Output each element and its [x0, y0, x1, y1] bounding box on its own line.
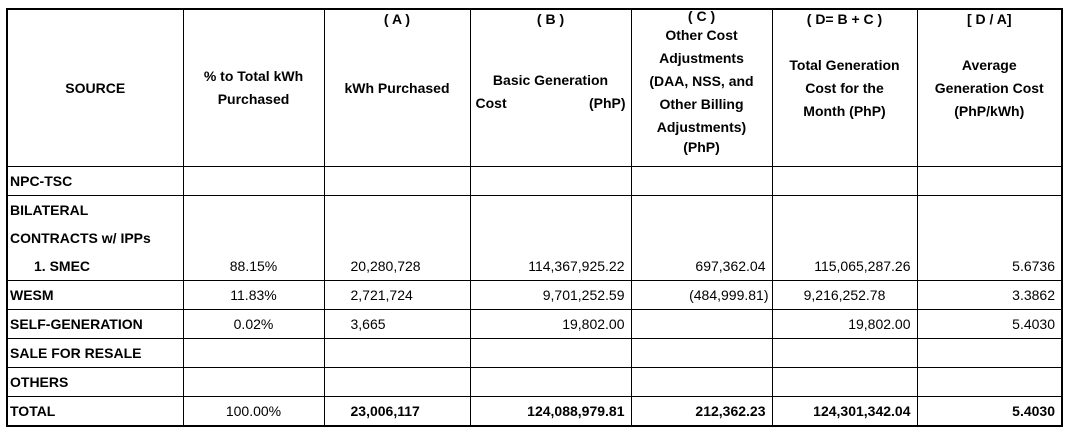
row-self-gen-percent: 0.02% — [182, 309, 325, 339]
header-total-line2: Cost for the — [805, 79, 884, 96]
header-letter-a: ( A ) — [383, 11, 411, 27]
row-resale-source: SALE FOR RESALE — [6, 338, 184, 368]
row-others-source: OTHERS — [6, 367, 184, 397]
row-wesm-kwh: 2,721,724 — [323, 280, 471, 310]
header-total: ( D= B + C ) Total Generation Cost for t… — [771, 8, 918, 167]
header-kwh-label: kWh Purchased — [344, 79, 450, 96]
table-row-smec: 1. SMEC 88.15% 20,280,728 114,367,925.22… — [6, 252, 1063, 281]
row-smec-other: 697,362.04 — [630, 252, 773, 281]
header-letter-avg: [ D / A] — [966, 11, 1012, 27]
header-basic-line1: Basic Generation — [492, 72, 609, 88]
row-smec-total: 115,065,287.26 — [771, 252, 918, 281]
header-average-line3: (PhP/kWh) — [954, 102, 1025, 119]
header-letter-b: ( B ) — [536, 11, 565, 27]
row-total-other: 212,362.23 — [630, 396, 773, 427]
header-letter-c: ( C ) — [687, 9, 716, 24]
header-source: SOURCE — [6, 8, 184, 167]
row-wesm-total: 9,216,252.78 — [771, 280, 918, 310]
table-row-total: TOTAL 100.00% 23,006,117 124,088,979.81 … — [6, 396, 1063, 427]
header-average-line2: Generation Cost — [934, 79, 1044, 96]
header-other-line6: (PhP) — [683, 139, 720, 155]
header-basic: ( B ) Basic Generation Cost (PhP) — [469, 8, 632, 167]
header-total-line1: Total Generation — [789, 56, 900, 73]
row-self-gen-average: 5.4030 — [916, 309, 1063, 339]
row-wesm-basic: 9,701,252.59 — [469, 280, 632, 310]
row-total-source: TOTAL — [6, 396, 184, 427]
header-basic-line2: Cost (PhP) — [474, 92, 628, 115]
header-percent: % to Total kWh Purchased — [182, 8, 325, 167]
row-total-basic: 124,088,979.81 — [469, 396, 632, 427]
row-smec-average: 5.6736 — [916, 252, 1063, 281]
row-self-gen-total: 19,802.00 — [771, 309, 918, 339]
row-smec-basic: 114,367,925.22 — [469, 252, 632, 281]
row-total-total: 124,301,342.04 — [771, 396, 918, 427]
row-smec-kwh: 20,280,728 — [323, 252, 471, 281]
row-total-average: 5.4030 — [916, 396, 1063, 427]
row-wesm-other: (484,999.81) — [630, 280, 773, 310]
row-total-percent: 100.00% — [182, 396, 325, 427]
row-total-kwh: 23,006,117 — [323, 396, 471, 427]
row-bilateral-line1: BILATERAL — [6, 195, 184, 224]
row-wesm-average: 3.3862 — [916, 280, 1063, 310]
header-total-line3: Month (PhP) — [803, 102, 886, 119]
row-self-gen-source: SELF-GENERATION — [6, 309, 184, 339]
header-other: ( C ) Other Cost Adjustments (DAA, NSS, … — [630, 8, 773, 167]
header-percent-line1: % to Total kWh — [203, 68, 304, 84]
table-row-self-generation: SELF-GENERATION 0.02% 3,665 19,802.00 19… — [6, 309, 1063, 339]
header-basic-cost: Cost — [475, 95, 507, 111]
header-other-line3: (DAA, NSS, and — [649, 73, 754, 89]
header-other-line1: Other Cost — [665, 27, 738, 43]
header-other-line5: Adjustments) — [656, 119, 747, 135]
header-other-line4: Other Billing — [659, 96, 744, 112]
row-smec-percent: 88.15% — [182, 252, 325, 281]
table-row-bilateral-1: BILATERAL — [6, 195, 1063, 224]
row-wesm-source: WESM — [6, 280, 184, 310]
table-row-bilateral-2: CONTRACTS w/ IPPs — [6, 224, 1063, 252]
row-wesm-percent: 11.83% — [182, 280, 325, 310]
header-average-line1: Average — [961, 56, 1017, 73]
table-row-others: OTHERS — [6, 367, 1063, 397]
row-bilateral-line2: CONTRACTS w/ IPPs — [6, 224, 184, 252]
table-row-sale-for-resale: SALE FOR RESALE — [6, 338, 1063, 368]
row-self-gen-basic: 19,802.00 — [469, 309, 632, 339]
header-kwh: ( A ) kWh Purchased — [323, 8, 471, 167]
row-smec-source: 1. SMEC — [6, 252, 184, 281]
header-letter-d: ( D= B + C ) — [806, 11, 883, 27]
table-header-row: SOURCE % to Total kWh Purchased ( A ) kW… — [6, 8, 1063, 167]
row-self-gen-kwh: 3,665 — [323, 309, 471, 339]
header-basic-unit: (PhP) — [588, 95, 626, 111]
generation-cost-table: SOURCE % to Total kWh Purchased ( A ) kW… — [6, 8, 1063, 427]
table-row-npc: NPC-TSC — [6, 166, 1063, 196]
header-source-label: SOURCE — [65, 79, 126, 96]
header-percent-line2: Purchased — [217, 91, 290, 107]
row-npc-source: NPC-TSC — [6, 166, 184, 196]
row-self-gen-other — [630, 309, 773, 339]
header-average: [ D / A] Average Generation Cost (PhP/kW… — [916, 8, 1063, 167]
header-other-line2: Adjustments — [659, 50, 744, 66]
table-row-wesm: WESM 11.83% 2,721,724 9,701,252.59 (484,… — [6, 280, 1063, 310]
